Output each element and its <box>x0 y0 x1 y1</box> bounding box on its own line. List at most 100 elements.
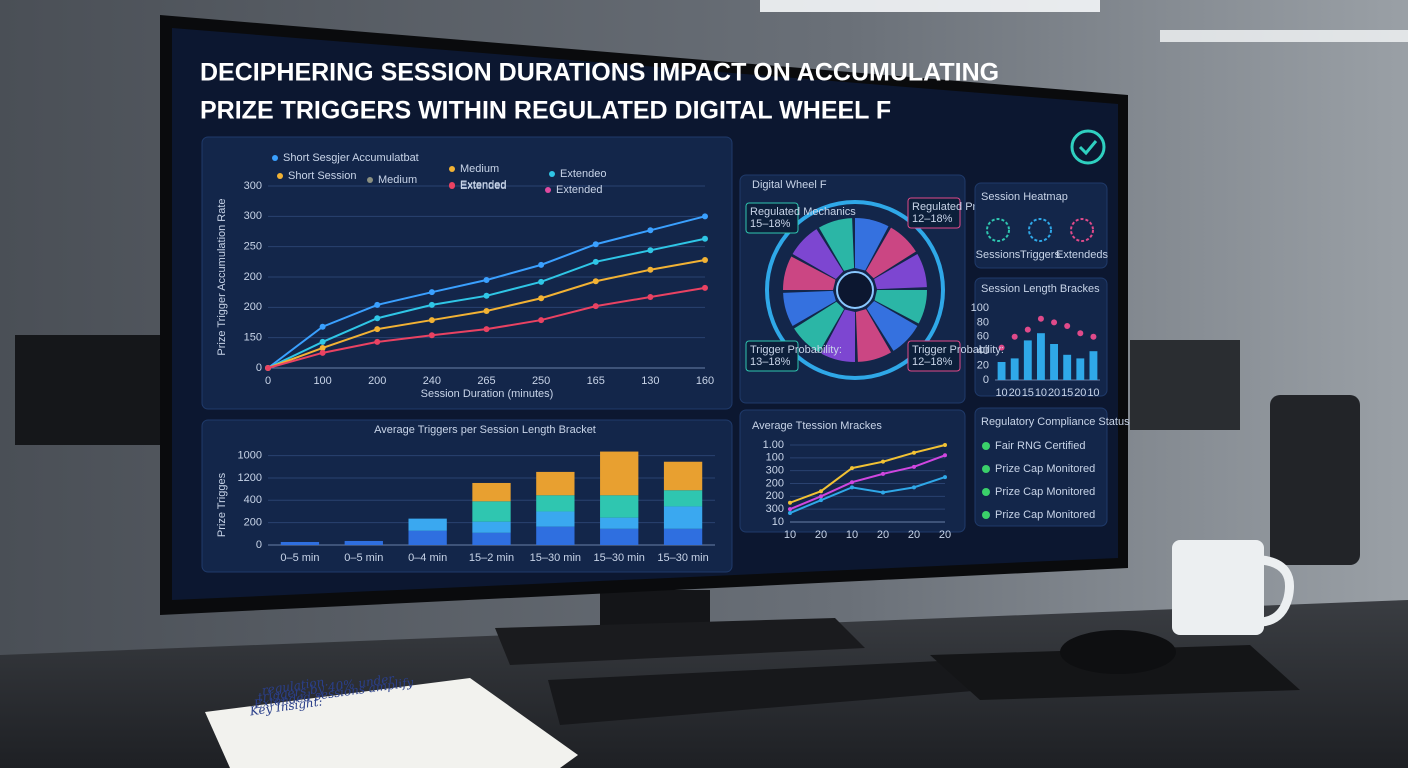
bar-segment <box>1050 344 1058 380</box>
data-point <box>428 332 435 339</box>
x-tick-label: 10 <box>1087 387 1099 399</box>
panel-title: Session Heatmap <box>981 191 1068 203</box>
data-point <box>428 289 435 296</box>
bar-segment <box>536 471 575 496</box>
data-point <box>912 464 916 469</box>
data-point <box>592 241 599 248</box>
series-line <box>789 454 946 511</box>
bar-segment <box>663 461 703 491</box>
x-tick-label: 10 <box>784 529 796 541</box>
bar-segment <box>663 528 703 545</box>
bar-segment <box>472 501 511 522</box>
monitor-base <box>495 618 865 665</box>
legend-label: Medium <box>378 174 417 186</box>
legend-swatch <box>449 183 455 189</box>
wheel-segment <box>794 301 844 353</box>
title: PRIZE TRIGGERS WITHIN REGULATED DIGITAL … <box>200 97 891 125</box>
data-point <box>881 490 885 495</box>
data-dot <box>998 344 1005 351</box>
bar-segment <box>472 532 511 545</box>
x-tick-label: 240 <box>423 375 441 387</box>
title: DECIPHERING SESSION DURATIONS IMPACT ON … <box>200 59 999 87</box>
data-point <box>647 294 654 301</box>
y-axis-label: Prize Trigger Accumulation Rate <box>216 198 228 355</box>
check-badge <box>982 488 990 496</box>
x-tick-label: 20 <box>877 529 889 541</box>
y-tick-label: 200 <box>766 477 784 489</box>
wheel-segment <box>855 309 891 362</box>
x-tick-label: 10 <box>995 387 1007 399</box>
wheel-label-box <box>907 340 961 372</box>
wheel-label: 12–18% <box>912 213 953 225</box>
panel <box>201 419 733 573</box>
data-point <box>912 450 916 455</box>
data-point <box>647 227 654 234</box>
x-tick-label: 15–30 min <box>657 552 708 564</box>
mug-handle <box>1261 555 1294 627</box>
data-point <box>374 301 381 308</box>
x-tick-label: 200 <box>368 375 386 387</box>
bar-segment <box>280 541 320 545</box>
x-tick-label: 160 <box>696 375 714 387</box>
wheel-label: Trigger Probability: <box>912 344 1004 356</box>
notebook <box>205 678 578 768</box>
y-tick-label: 300 <box>766 503 784 515</box>
compliance-item: Prize Cap Monitored <box>995 463 1095 475</box>
data-point <box>483 326 490 333</box>
bar-segment <box>472 521 511 533</box>
bar-segment <box>536 511 575 527</box>
data-dot <box>1037 315 1044 322</box>
series-line <box>789 444 946 504</box>
y-tick-label: 0 <box>256 539 262 551</box>
x-tick-label: 130 <box>641 375 659 387</box>
wheel-label: Regulated Mechanics <box>750 206 856 218</box>
y-tick-label: 60 <box>977 331 989 343</box>
panel-title: Digital Wheel F <box>752 179 827 191</box>
wheel-label: Trigger Probability: <box>750 344 842 356</box>
bar-segment <box>663 506 703 529</box>
heatmap-icon <box>1070 218 1094 242</box>
x-tick-label: 265 <box>477 375 495 387</box>
wheel-label: 12–18% <box>912 356 953 368</box>
y-tick-label: 10 <box>772 516 784 528</box>
bar-segment <box>1010 358 1019 380</box>
bar-segment <box>600 451 639 496</box>
wheel-segment <box>866 301 918 351</box>
data-point <box>374 315 381 322</box>
wheel-segment <box>783 256 836 290</box>
legend-label: Extended <box>460 180 506 192</box>
wheel-segment <box>819 218 855 271</box>
wheel-label-box <box>745 340 799 372</box>
data-point <box>428 301 435 308</box>
panel <box>974 182 1108 269</box>
y-tick-label: 200 <box>244 301 262 313</box>
heatmap-icon <box>1028 218 1052 242</box>
mouse <box>1060 630 1176 674</box>
check-badge <box>982 442 990 450</box>
data-point <box>592 258 599 265</box>
data-dot <box>1090 333 1097 340</box>
x-tick-label: 0–5 min <box>344 552 383 564</box>
y-tick-label: 1200 <box>238 472 262 484</box>
chair <box>1270 395 1360 565</box>
data-point <box>819 489 823 494</box>
bar-segment <box>1037 333 1045 380</box>
compliance-item: Prize Cap Monitored <box>995 486 1095 498</box>
wheel-label-box <box>907 197 961 229</box>
data-point <box>702 235 708 242</box>
y-tick-label: 1.00 <box>763 439 784 451</box>
data-point <box>702 257 708 264</box>
data-point <box>538 261 545 268</box>
data-dot <box>1064 323 1071 329</box>
x-tick-label: 10 <box>846 529 858 541</box>
bar-segment <box>997 362 1006 380</box>
bar-segment <box>600 517 639 529</box>
background-monitor <box>1130 340 1240 430</box>
legend-swatch <box>449 166 455 172</box>
data-point <box>319 338 326 345</box>
data-dot <box>1077 330 1084 337</box>
ceiling-light <box>1160 30 1408 42</box>
data-point <box>374 338 381 345</box>
check-badge <box>982 465 990 473</box>
y-tick-label: 200 <box>244 271 262 283</box>
